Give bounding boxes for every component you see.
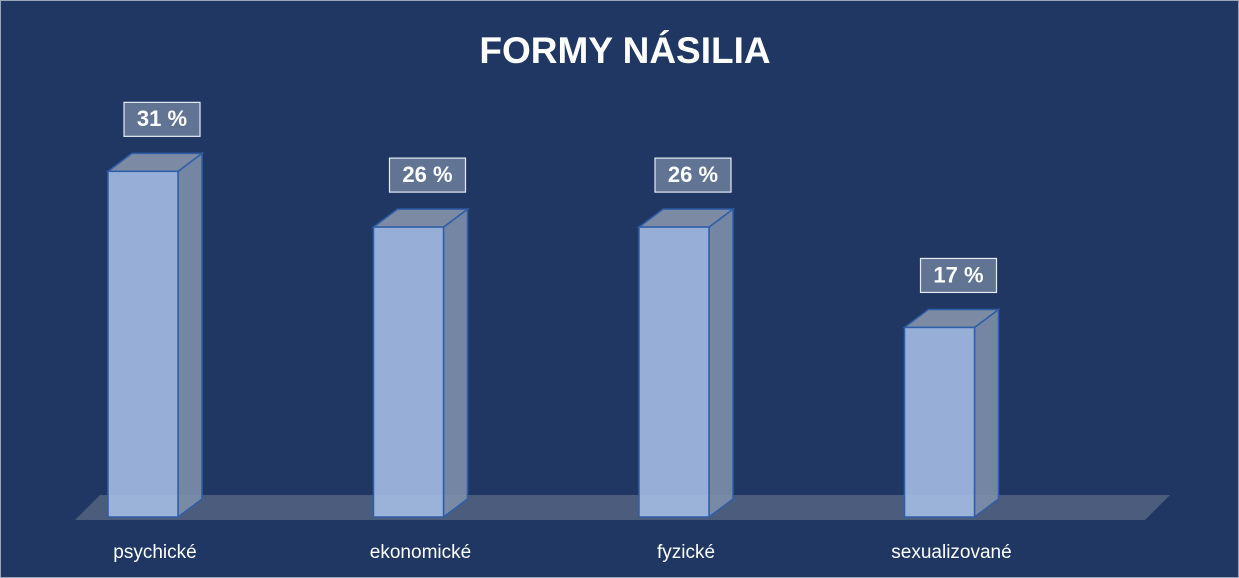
value-label: 31 % bbox=[137, 106, 187, 131]
value-label-box bbox=[919, 257, 998, 294]
x-tick-label: sexualizované bbox=[891, 542, 1011, 563]
value-label: 26 % bbox=[402, 162, 452, 187]
bar-side bbox=[973, 307, 1000, 519]
value-label: 17 % bbox=[933, 262, 983, 287]
floor bbox=[75, 495, 1170, 520]
bar-side bbox=[442, 207, 469, 519]
value-label-box bbox=[654, 157, 732, 193]
bar bbox=[638, 226, 710, 518]
chart-title: FORMY NÁSILIA bbox=[479, 30, 770, 71]
bar bbox=[903, 326, 976, 518]
x-tick-label: psychické bbox=[113, 542, 196, 563]
value-label-box bbox=[388, 157, 467, 193]
bar bbox=[372, 226, 445, 518]
value-label-box bbox=[123, 101, 201, 137]
bar-side bbox=[177, 151, 203, 519]
bar bbox=[107, 170, 179, 518]
x-tick-label: ekonomické bbox=[370, 542, 471, 563]
x-tick-label: fyzické bbox=[657, 542, 715, 563]
value-label: 26 % bbox=[668, 162, 718, 187]
bar-side bbox=[708, 207, 734, 519]
